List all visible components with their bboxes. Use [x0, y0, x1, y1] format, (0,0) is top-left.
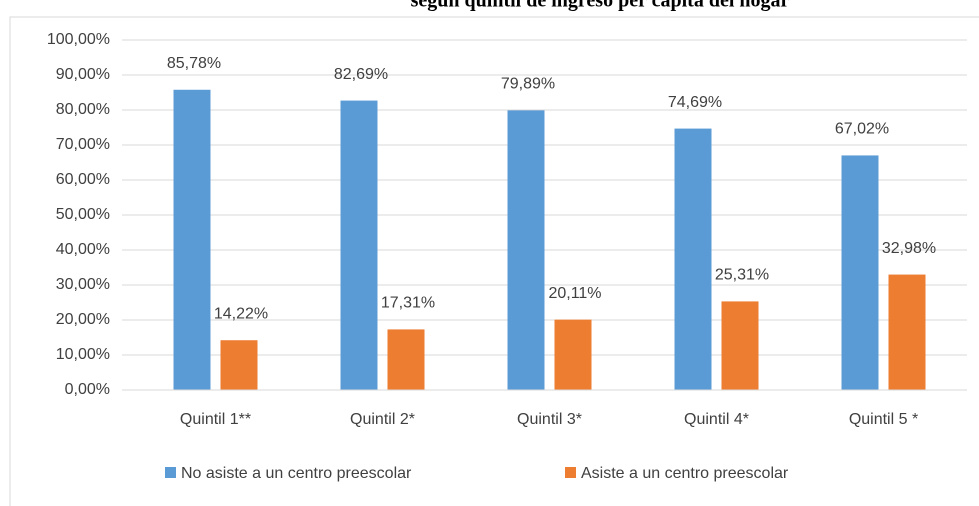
y-tick-label: 20,00% [56, 311, 110, 328]
x-tick-label: Quintil 3* [517, 411, 582, 428]
y-tick-label: 80,00% [56, 101, 110, 118]
y-tick-label: 0,00% [65, 381, 110, 398]
chart-frame [9, 16, 979, 506]
bar [888, 274, 926, 390]
y-tick-label: 50,00% [56, 206, 110, 223]
y-tick-label: 40,00% [56, 241, 110, 258]
y-tick-label: 30,00% [56, 276, 110, 293]
bar [554, 319, 592, 390]
bar [220, 340, 258, 390]
bar [721, 301, 759, 390]
legend-label: Asiste a un centro preescolar [581, 465, 789, 482]
x-tick-label: Quintil 1** [180, 411, 251, 428]
x-tick-label: Quintil 5 * [849, 411, 918, 428]
legend-swatch [565, 467, 576, 478]
bar [507, 110, 545, 390]
data-label: 85,78% [167, 55, 221, 72]
legend-label: No asiste a un centro preescolar [181, 465, 412, 482]
legend-swatch [165, 467, 176, 478]
data-label: 32,98% [882, 240, 936, 257]
data-label: 20,11% [548, 285, 601, 302]
x-tick-label: Quintil 2* [350, 411, 415, 428]
data-label: 74,69% [668, 94, 722, 111]
data-label: 67,02% [835, 121, 889, 138]
data-label: 17,31% [381, 295, 435, 312]
bar [674, 128, 712, 390]
y-tick-label: 90,00% [56, 66, 110, 83]
bar [340, 100, 378, 391]
y-tick-label: 70,00% [56, 136, 110, 153]
bar [841, 155, 879, 390]
y-tick-label: 10,00% [56, 346, 110, 363]
bar [387, 329, 425, 390]
y-tick-label: 100,00% [47, 31, 110, 48]
bar [173, 89, 211, 391]
y-tick-label: 60,00% [56, 171, 110, 188]
data-label: 82,69% [334, 66, 388, 83]
data-label: 79,89% [501, 76, 555, 93]
data-label: 14,22% [214, 305, 268, 322]
chart-title: según quintil de ingreso per cápita del … [411, 0, 790, 12]
data-label: 25,31% [715, 267, 769, 284]
x-tick-label: Quintil 4* [684, 411, 749, 428]
